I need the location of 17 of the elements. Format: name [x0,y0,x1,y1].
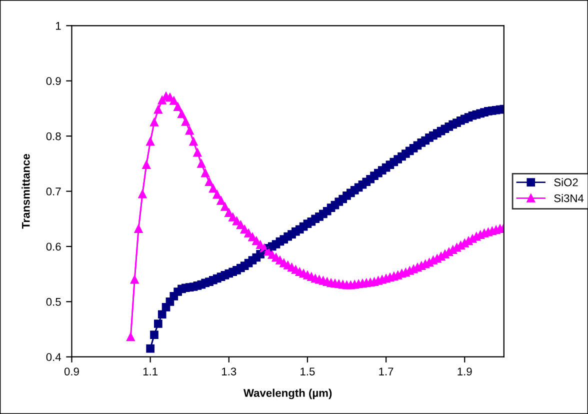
x-tick-label: 1.1 [143,368,158,376]
legend-label: Si3N4 [554,194,584,202]
x-tick-label: 0.9 [64,368,79,376]
y-axis-title: Transmittance [22,154,30,229]
y-tick-label: 0.9 [46,77,61,86]
x-tick-label: 1.3 [222,368,236,376]
y-tick-label: 0.8 [46,132,61,140]
x-tick-label: 1.5 [300,368,315,376]
x-tick-label: 1.7 [379,368,394,376]
y-tick-label: 0.5 [46,298,61,306]
y-tick-label: 0.6 [46,242,61,251]
y-tick-label: 0.4 [46,353,61,362]
x-axis-title: Wavelength (µm) [243,388,332,400]
y-tick-label: 0.7 [46,188,61,196]
legend-label: SiO2 [554,178,578,186]
y-tick-label: 1 [56,22,61,30]
x-tick-label: 1.9 [458,368,472,376]
